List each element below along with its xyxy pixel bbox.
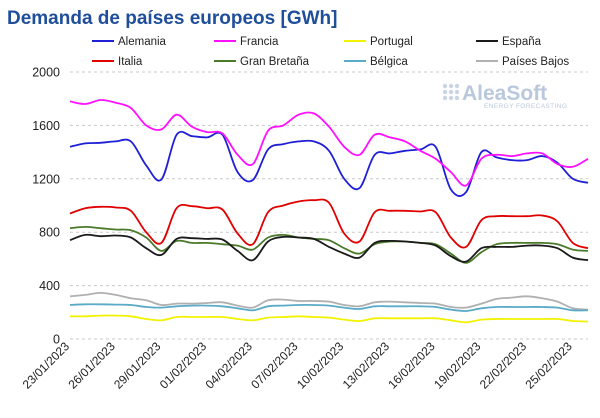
series-line-alemania (69, 130, 589, 197)
legend-item: Países Bajos (476, 56, 569, 68)
legend: Alemania Francia Portugal España Italia Gran … (92, 36, 569, 68)
y-tick-label: 800 (39, 226, 60, 240)
x-tick-label: 29/01/2023 (111, 339, 164, 392)
legend-label: Gran Bretaña (240, 56, 310, 68)
grid (70, 71, 588, 340)
legend-label: Portugal (370, 36, 413, 48)
legend-item: Bélgica (344, 56, 408, 68)
series-line-espana (69, 233, 589, 263)
x-tick-label: 04/02/2023 (203, 339, 256, 392)
series-line-portugal (69, 314, 589, 324)
y-axis-ticks: 0 400 800 1200 1600 2000 (32, 66, 60, 347)
x-tick-label: 13/02/2023 (340, 339, 393, 392)
logo-dots-icon (442, 83, 460, 101)
y-tick-label: 400 (39, 279, 60, 293)
x-tick-label: 19/02/2023 (431, 339, 484, 392)
x-tick-label: 22/02/2023 (477, 339, 530, 392)
legend-label: Alemania (118, 36, 167, 48)
legend-label: Italia (118, 56, 143, 68)
series-line-gran-bretana (69, 226, 589, 264)
legend-item: Alemania (92, 36, 167, 48)
legend-item: Portugal (344, 36, 413, 48)
x-tick-label: 01/02/2023 (157, 339, 210, 392)
legend-label: España (502, 36, 542, 48)
x-tick-label: 25/02/2023 (523, 339, 576, 392)
legend-item: Italia (92, 56, 143, 68)
legend-item: Gran Bretaña (214, 56, 310, 68)
x-tick-label: 26/01/2023 (65, 339, 118, 392)
x-tick-label: 23/01/2023 (20, 339, 73, 392)
legend-item: Francia (214, 36, 279, 48)
x-tick-label: 10/02/2023 (294, 339, 347, 392)
legend-item: España (476, 36, 542, 48)
y-tick-label: 2000 (32, 66, 60, 80)
series-line-belgica (69, 303, 589, 312)
y-tick-label: 1600 (32, 119, 60, 133)
legend-label: Países Bajos (502, 56, 569, 68)
y-tick-label: 1200 (32, 172, 60, 186)
x-tick-label: 16/02/2023 (385, 339, 438, 392)
series-lines (69, 99, 589, 324)
series-line-francia (69, 99, 589, 187)
x-tick-label: 07/02/2023 (248, 339, 301, 392)
aleasoft-logo: AleaSoft ENERGY FORECASTING (442, 82, 567, 110)
x-axis-ticks: 23/01/202326/01/202329/01/202301/02/2023… (20, 339, 575, 392)
y-tick-label: 0 (53, 333, 60, 347)
logo-subtext: ENERGY FORECASTING (484, 103, 567, 110)
chart-title: Demanda de países europeos [GWh] (7, 8, 337, 29)
logo-text: AleaSoft (462, 82, 547, 105)
series-line-italia (69, 198, 589, 250)
series-line-paises-bajos (69, 292, 589, 311)
legend-label: Bélgica (370, 56, 408, 68)
legend-label: Francia (240, 36, 279, 48)
